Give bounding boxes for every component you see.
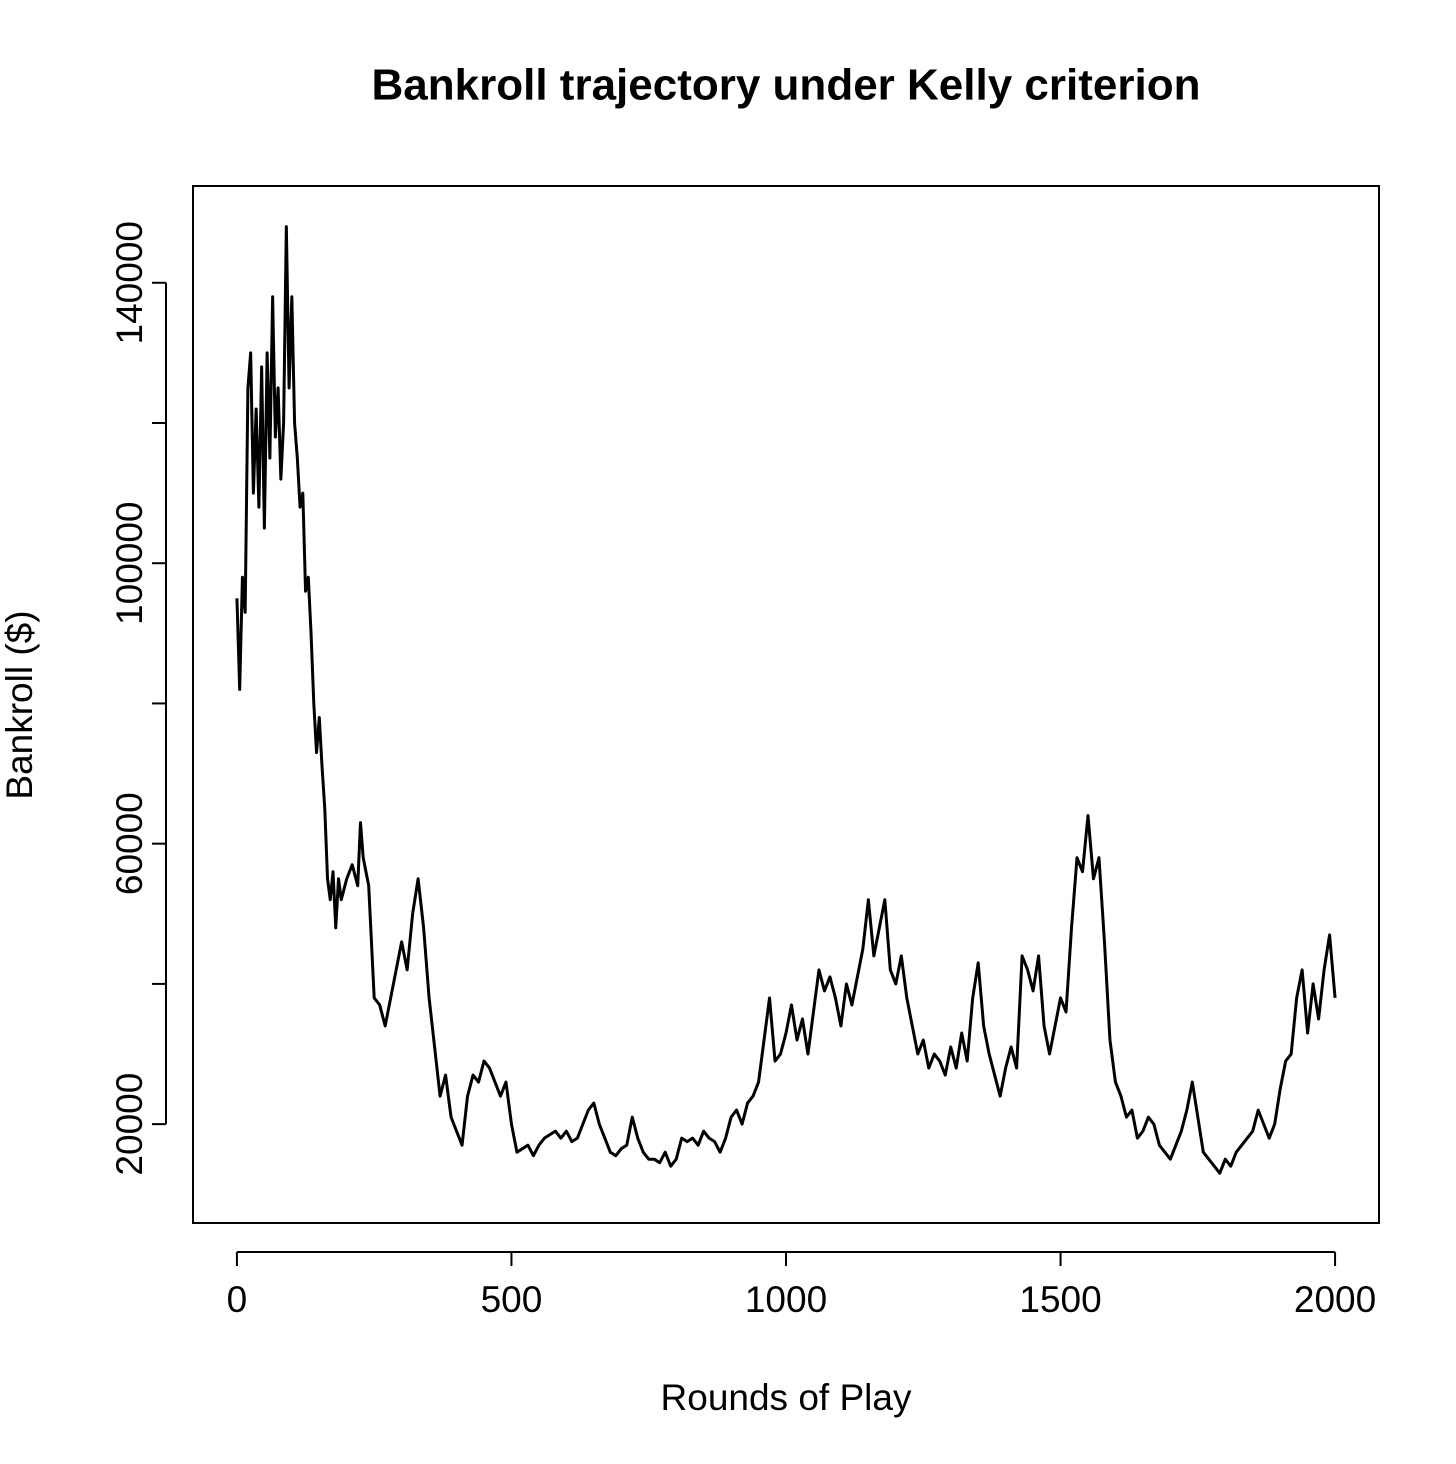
x-tick-label: 0 [227,1279,248,1320]
x-axis-label: Rounds of Play [661,1377,912,1418]
chart-title: Bankroll trajectory under Kelly criterio… [372,61,1201,110]
x-tick-label: 1500 [1019,1279,1101,1320]
bankroll-line [235,225,1337,1175]
x-tick-label: 1000 [745,1279,827,1320]
y-axis-label: Bankroll ($) [0,610,40,799]
y-tick-label: 60000 [109,792,150,895]
x-tick-label: 500 [481,1279,543,1320]
y-tick-label: 100000 [109,501,150,624]
y-tick-label: 140000 [109,221,150,344]
x-tick-label: 2000 [1294,1279,1376,1320]
y-tick-label: 20000 [109,1073,150,1176]
plot-frame [192,185,1380,1224]
